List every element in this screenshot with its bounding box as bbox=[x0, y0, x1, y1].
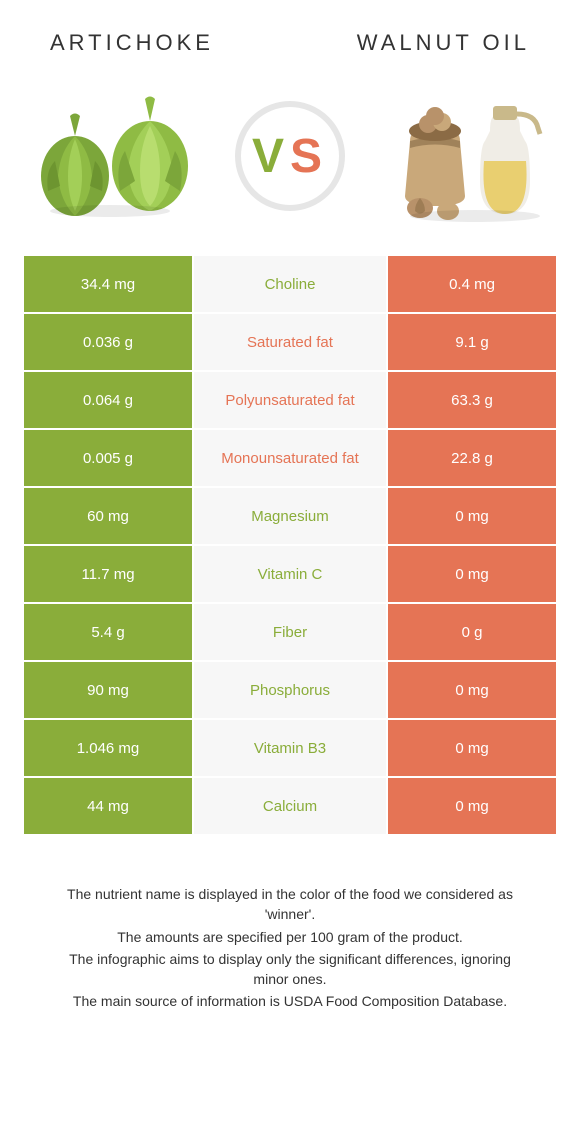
infographic-container: Artichoke Walnut oil VS bbox=[0, 0, 580, 1034]
nutrient-row: 0.036 gSaturated fat9.1 g bbox=[24, 314, 556, 370]
cell-right-value: 0 mg bbox=[388, 720, 556, 776]
cell-left-value: 0.005 g bbox=[24, 430, 192, 486]
vs-letter-v: V bbox=[252, 129, 290, 184]
cell-right-value: 0 mg bbox=[388, 778, 556, 834]
cell-left-value: 0.036 g bbox=[24, 314, 192, 370]
artichoke-image bbox=[30, 86, 200, 226]
cell-right-value: 63.3 g bbox=[388, 372, 556, 428]
cell-left-value: 1.046 mg bbox=[24, 720, 192, 776]
footnote-line: The infographic aims to display only the… bbox=[50, 949, 530, 990]
cell-nutrient-label: Magnesium bbox=[194, 488, 386, 544]
nutrient-row: 34.4 mgCholine0.4 mg bbox=[24, 256, 556, 312]
food-title-right: Walnut oil bbox=[357, 30, 530, 56]
cell-nutrient-label: Fiber bbox=[194, 604, 386, 660]
footnote-line: The main source of information is USDA F… bbox=[50, 991, 530, 1011]
footnote-line: The nutrient name is displayed in the co… bbox=[50, 884, 530, 925]
cell-right-value: 0 g bbox=[388, 604, 556, 660]
cell-right-value: 0 mg bbox=[388, 488, 556, 544]
nutrient-row: 90 mgPhosphorus0 mg bbox=[24, 662, 556, 718]
nutrient-row: 1.046 mgVitamin B30 mg bbox=[24, 720, 556, 776]
cell-right-value: 9.1 g bbox=[388, 314, 556, 370]
cell-nutrient-label: Vitamin B3 bbox=[194, 720, 386, 776]
cell-nutrient-label: Saturated fat bbox=[194, 314, 386, 370]
nutrient-row: 60 mgMagnesium0 mg bbox=[24, 488, 556, 544]
nutrient-row: 11.7 mgVitamin C0 mg bbox=[24, 546, 556, 602]
nutrient-row: 0.064 gPolyunsaturated fat63.3 g bbox=[24, 372, 556, 428]
cell-nutrient-label: Calcium bbox=[194, 778, 386, 834]
cell-nutrient-label: Vitamin C bbox=[194, 546, 386, 602]
cell-right-value: 0.4 mg bbox=[388, 256, 556, 312]
cell-nutrient-label: Phosphorus bbox=[194, 662, 386, 718]
cell-right-value: 22.8 g bbox=[388, 430, 556, 486]
cell-left-value: 44 mg bbox=[24, 778, 192, 834]
vs-badge: VS bbox=[235, 101, 345, 211]
cell-left-value: 60 mg bbox=[24, 488, 192, 544]
cell-left-value: 5.4 g bbox=[24, 604, 192, 660]
cell-right-value: 0 mg bbox=[388, 546, 556, 602]
nutrient-row: 5.4 gFiber0 g bbox=[24, 604, 556, 660]
header-row: Artichoke Walnut oil bbox=[20, 30, 560, 76]
vs-letter-s: S bbox=[290, 129, 328, 184]
images-row: VS bbox=[20, 76, 560, 256]
cell-left-value: 11.7 mg bbox=[24, 546, 192, 602]
nutrient-table: 34.4 mgCholine0.4 mg0.036 gSaturated fat… bbox=[20, 256, 560, 834]
cell-left-value: 34.4 mg bbox=[24, 256, 192, 312]
cell-nutrient-label: Choline bbox=[194, 256, 386, 312]
nutrient-row: 44 mgCalcium0 mg bbox=[24, 778, 556, 834]
cell-right-value: 0 mg bbox=[388, 662, 556, 718]
footnotes-block: The nutrient name is displayed in the co… bbox=[20, 834, 560, 1012]
food-title-left: Artichoke bbox=[50, 30, 214, 56]
cell-left-value: 0.064 g bbox=[24, 372, 192, 428]
cell-nutrient-label: Monounsaturated fat bbox=[194, 430, 386, 486]
nutrient-row: 0.005 gMonounsaturated fat22.8 g bbox=[24, 430, 556, 486]
cell-nutrient-label: Polyunsaturated fat bbox=[194, 372, 386, 428]
footnote-line: The amounts are specified per 100 gram o… bbox=[50, 927, 530, 947]
cell-left-value: 90 mg bbox=[24, 662, 192, 718]
walnut-oil-image bbox=[380, 86, 550, 226]
